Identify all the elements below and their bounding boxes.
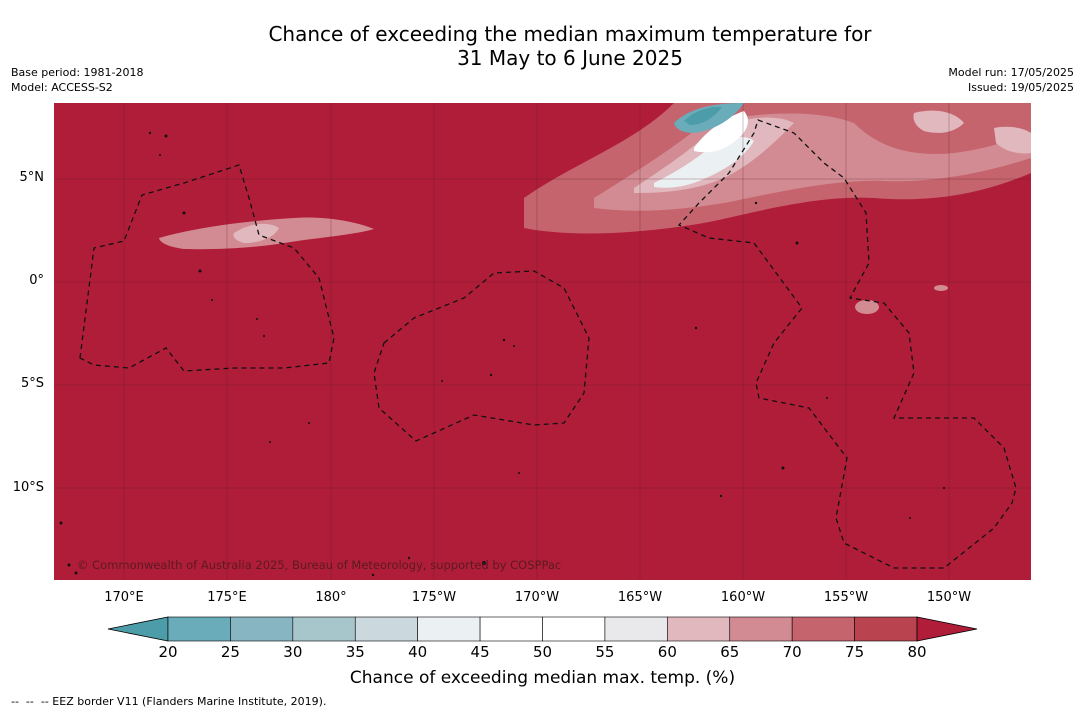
forecast-map: © Commonwealth of Australia 2025, Bureau… bbox=[54, 103, 1031, 580]
colorbar-tick-label: 60 bbox=[657, 643, 677, 661]
colorbar-tick-label: 80 bbox=[907, 643, 927, 661]
colorbar-segment bbox=[354, 616, 418, 642]
colorbar-tick-label: 50 bbox=[532, 643, 553, 661]
base-period: Base period: 1981-2018 bbox=[11, 66, 144, 79]
region-ne-patch bbox=[913, 110, 964, 133]
region-blue-core bbox=[684, 106, 722, 125]
lon-label-175e: 175°E bbox=[207, 590, 247, 605]
colorbar-tick-label: 20 bbox=[158, 643, 178, 661]
eez-phoenix bbox=[373, 270, 590, 442]
eez-kiribati-gilbert bbox=[79, 164, 335, 372]
colorbar-tick-label: 40 bbox=[408, 643, 428, 661]
colorbar-segment bbox=[729, 616, 793, 642]
title-line-1: Chance of exceeding the median maximum t… bbox=[268, 22, 872, 46]
colorbar-segment bbox=[542, 616, 606, 642]
eez-legend: -- -- -- EEZ border V11 (Flanders Marine… bbox=[11, 695, 327, 708]
lon-label-155w: 155°W bbox=[823, 590, 869, 605]
colorbar-segment bbox=[791, 616, 855, 642]
lat-label-10s: 10°S bbox=[12, 480, 44, 495]
colorbar-extend-high bbox=[916, 616, 978, 642]
eez-line-islands bbox=[677, 119, 1017, 569]
chart-title: Chance of exceeding the median maximum t… bbox=[55, 22, 1085, 70]
islands bbox=[59, 131, 945, 577]
lat-label-0: 0° bbox=[29, 273, 44, 288]
colorbar-segment bbox=[417, 616, 481, 642]
colorbar-tick-label: 25 bbox=[220, 643, 240, 661]
colorbar-segment bbox=[854, 616, 918, 642]
colorbar-segment bbox=[604, 616, 668, 642]
lon-label-180: 180° bbox=[315, 590, 347, 605]
colorbar-tick-label: 35 bbox=[345, 643, 365, 661]
lon-label-170e: 170°E bbox=[104, 590, 144, 605]
model-name: Model: ACCESS-S2 bbox=[11, 81, 113, 94]
colorbar-segment bbox=[292, 616, 356, 642]
colorbar-tick-label: 75 bbox=[845, 643, 865, 661]
colorbar-segments bbox=[107, 616, 978, 642]
lat-label-5n: 5°N bbox=[19, 170, 45, 185]
colorbar-tick-label: 65 bbox=[720, 643, 740, 661]
colorbar-tick-label: 45 bbox=[470, 643, 490, 661]
graticule bbox=[54, 103, 1031, 580]
eez-borders bbox=[79, 119, 1017, 569]
region-east-spot-2 bbox=[934, 285, 948, 291]
colorbar-segment bbox=[167, 616, 231, 642]
colorbar-tick-label: 55 bbox=[595, 643, 615, 661]
colorbar-segment bbox=[667, 616, 731, 642]
lat-label-5s: 5°S bbox=[20, 376, 44, 391]
colorbar-segment bbox=[479, 616, 543, 642]
colorbar-segment bbox=[230, 616, 294, 642]
meta-right: Model run: 17/05/2025 Issued: 19/05/2025 bbox=[948, 65, 1074, 95]
region-high-white bbox=[694, 111, 748, 153]
model-run: Model run: 17/05/2025 bbox=[948, 66, 1074, 79]
lon-label-175w: 175°W bbox=[411, 590, 457, 605]
region-west-band-light bbox=[233, 223, 279, 243]
region-55 bbox=[654, 137, 754, 188]
colorbar-title: Chance of exceeding median max. temp. (%… bbox=[349, 668, 736, 688]
lon-label-150w: 150°W bbox=[926, 590, 972, 605]
region-east-spot bbox=[855, 300, 879, 314]
title-line-2: 31 May to 6 June 2025 bbox=[457, 46, 683, 70]
region-ne-patch-2 bbox=[994, 126, 1031, 154]
lon-label-165w: 165°W bbox=[617, 590, 663, 605]
meta-left: Base period: 1981-2018 Model: ACCESS-S2 bbox=[11, 65, 143, 95]
colorbar-tick-label: 70 bbox=[782, 643, 802, 661]
map-canvas bbox=[54, 103, 1031, 580]
colorbar-tick-label: 30 bbox=[283, 643, 303, 661]
issued-date: Issued: 19/05/2025 bbox=[967, 81, 1074, 94]
colorbar-extend-low bbox=[107, 616, 169, 642]
copyright-notice: © Commonwealth of Australia 2025, Bureau… bbox=[77, 558, 562, 572]
lon-label-170w: 170°W bbox=[514, 590, 560, 605]
lon-label-160w: 160°W bbox=[720, 590, 766, 605]
